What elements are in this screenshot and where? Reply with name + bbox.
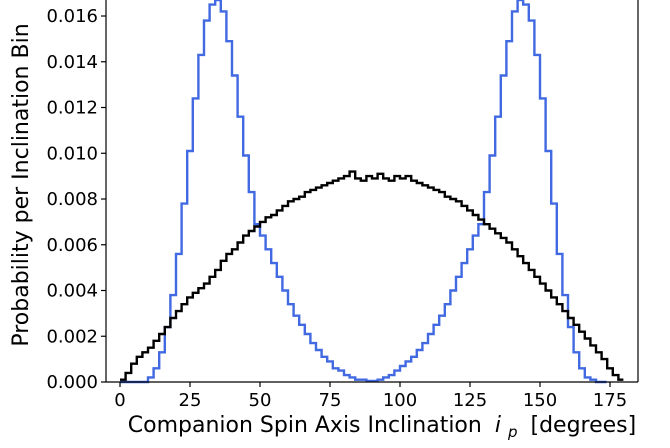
x-tick-label: 0 <box>114 390 125 411</box>
x-tick-label: 25 <box>179 390 202 411</box>
x-tick-label: 125 <box>453 390 487 411</box>
y-ticks: 0.000 0.002 0.004 0.006 0.008 0.010 0.012 0.014… <box>46 6 106 393</box>
y-tick-label: 0.002 <box>46 326 98 347</box>
y-tick-label: 0.010 <box>46 143 98 164</box>
x-axis-label-subscript: p <box>507 423 518 441</box>
x-axis-label-text: Companion Spin Axis Inclination <box>128 413 482 438</box>
y-tick-label: 0.014 <box>46 52 98 73</box>
x-tick-label: 150 <box>523 390 557 411</box>
x-axis-label-symbol: i <box>495 413 501 438</box>
y-axis-label: Probability per Inclination Bin <box>9 23 34 346</box>
y-tick-label: 0.008 <box>46 189 98 210</box>
y-tick-label: 0.012 <box>46 98 98 119</box>
series-layer <box>120 0 624 384</box>
x-tick-label: 100 <box>383 390 417 411</box>
axes-layer <box>105 0 639 383</box>
x-ticks: 0 25 50 75 100 125 150 175 <box>114 382 627 411</box>
series-black-step <box>120 170 624 381</box>
x-axis-label-unit: [degrees] <box>531 413 637 438</box>
x-tick-label: 175 <box>593 390 627 411</box>
y-tick-label: 0.016 <box>46 6 98 27</box>
y-tick-label: 0.006 <box>46 235 98 256</box>
y-tick-label: 0.004 <box>46 281 98 302</box>
x-tick-label: 50 <box>249 390 272 411</box>
x-tick-label: 75 <box>319 390 342 411</box>
series-blue-step <box>120 0 607 384</box>
x-axis-label: Companion Spin Axis Inclination i p [deg… <box>128 413 636 443</box>
y-tick-label: 0.000 <box>46 372 98 393</box>
